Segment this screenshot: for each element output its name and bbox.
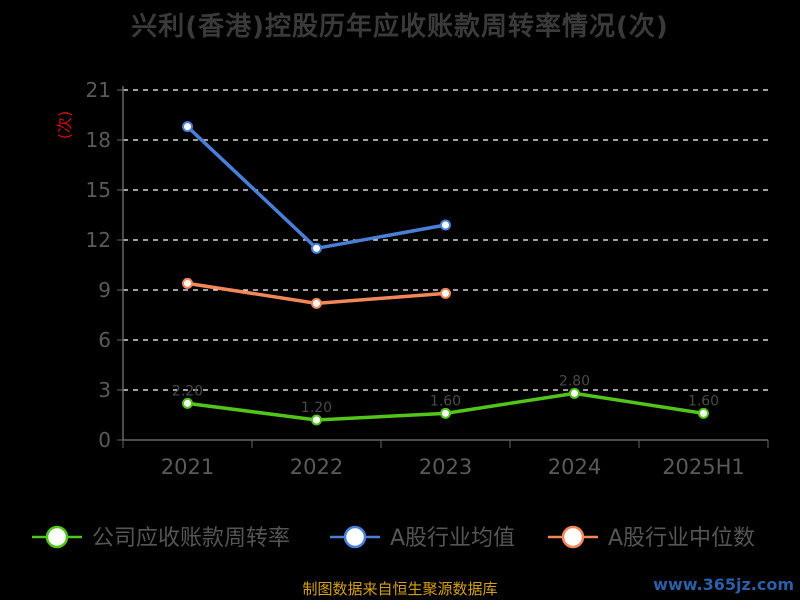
legend-item-1: A股行业均值 xyxy=(330,525,515,551)
axes: 0 3 6 9 12 15 18 21 2021 2022 2023 2024 2025H1 xyxy=(86,78,769,479)
series-lines: 2.20 1.20 1.60 2.80 1.60 xyxy=(172,121,719,426)
series-0: 2.20 1.20 1.60 2.80 1.60 xyxy=(172,373,719,426)
legend-label: A股行业均值 xyxy=(390,526,515,551)
series-2 xyxy=(182,277,451,309)
legend-marker xyxy=(343,525,367,549)
data-point xyxy=(440,407,451,419)
data-point xyxy=(440,287,451,299)
y-tick-label: 0 xyxy=(98,428,111,452)
legend-item-2: A股行业中位数 xyxy=(548,525,755,551)
legend-item-0: 公司应收账款周转率 xyxy=(32,525,290,551)
grid-lines xyxy=(123,89,768,391)
legend-marker xyxy=(561,525,585,549)
series-line xyxy=(186,125,446,251)
data-label: 1.20 xyxy=(301,400,332,416)
data-point xyxy=(182,397,193,409)
data-point xyxy=(311,414,322,426)
y-tick-label: 21 xyxy=(86,78,111,102)
data-label: 2.20 xyxy=(172,383,203,399)
chart-title: 兴利(香港)控股历年应收账款周转率情况(次) xyxy=(131,12,669,42)
x-tick-label: 2024 xyxy=(548,455,601,479)
y-tick-label: 6 xyxy=(98,328,111,352)
y-tick-label: 12 xyxy=(86,228,111,252)
data-label: 2.80 xyxy=(559,373,590,389)
watermark-logo: www.365jz.com xyxy=(653,575,794,594)
source-footer: 制图数据来自恒生聚源数据库 xyxy=(302,580,498,598)
y-tick-label: 9 xyxy=(98,278,111,302)
y-tick-label: 15 xyxy=(86,178,111,202)
x-tick-label: 2023 xyxy=(419,455,472,479)
data-label: 1.60 xyxy=(430,393,461,409)
x-tick-label: 2025H1 xyxy=(662,455,745,479)
data-point xyxy=(698,407,709,419)
y-tick-label: 3 xyxy=(98,378,111,402)
x-tick-label: 2021 xyxy=(161,455,214,479)
data-point xyxy=(182,277,193,289)
data-point xyxy=(440,219,451,231)
legend-label: A股行业中位数 xyxy=(608,526,755,551)
y-tick-label: 18 xyxy=(86,128,111,152)
data-label: 1.60 xyxy=(688,393,719,409)
data-point xyxy=(311,242,322,254)
data-point xyxy=(182,121,193,133)
legend-label: 公司应收账款周转率 xyxy=(92,526,290,551)
y-axis-label: (次) xyxy=(55,111,74,140)
legend: 公司应收账款周转率 A股行业均值 A股行业中位数 xyxy=(32,525,755,551)
data-point xyxy=(311,297,322,309)
series-1 xyxy=(182,121,451,254)
legend-marker xyxy=(45,525,69,549)
x-tick-label: 2022 xyxy=(290,455,343,479)
data-point xyxy=(569,387,580,399)
